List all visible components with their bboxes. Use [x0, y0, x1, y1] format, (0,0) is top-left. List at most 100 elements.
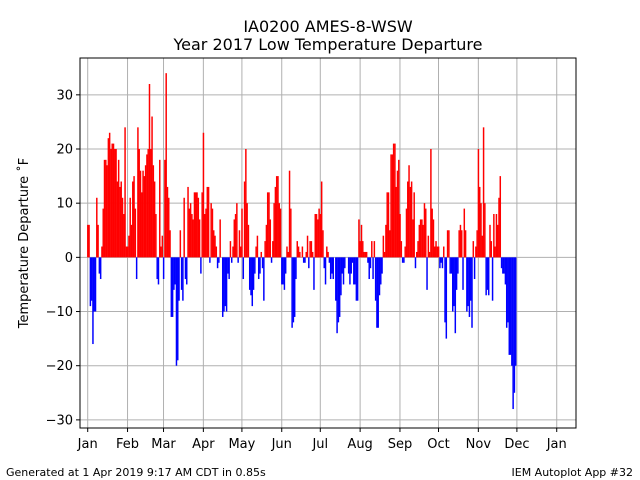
bar [358, 219, 360, 258]
bar [273, 203, 275, 258]
bar [211, 208, 214, 258]
bar [164, 159, 166, 258]
bar [327, 251, 329, 258]
bar [493, 214, 495, 258]
bar [239, 246, 242, 258]
bar [260, 251, 263, 258]
bar [452, 257, 454, 312]
bar [216, 257, 219, 269]
bar [175, 257, 178, 366]
bar [371, 241, 373, 258]
bar [340, 257, 342, 296]
bar [171, 257, 174, 317]
bar [257, 257, 260, 280]
bar [331, 257, 333, 274]
bar [117, 159, 120, 258]
bar [120, 181, 122, 258]
bar [349, 257, 351, 285]
bar [153, 181, 156, 258]
bar [111, 143, 113, 258]
bar [311, 251, 314, 258]
bar [400, 241, 403, 258]
bar [268, 192, 270, 258]
bar [414, 257, 417, 269]
bar [495, 214, 498, 258]
bar [392, 143, 395, 258]
bar [223, 257, 225, 312]
bar [227, 257, 229, 274]
bar [128, 235, 130, 258]
bar [234, 214, 237, 258]
bar [337, 257, 340, 323]
bar [314, 214, 316, 258]
bar [230, 257, 233, 263]
bar [192, 219, 194, 258]
bar [116, 181, 119, 258]
bar [419, 219, 422, 258]
bar [215, 246, 218, 258]
bar [150, 149, 152, 258]
bar [193, 192, 196, 258]
bar [197, 197, 200, 258]
y-tick-label: −20 [46, 359, 73, 374]
bar [509, 257, 512, 355]
bar [381, 257, 383, 274]
bar [367, 257, 369, 263]
bar [450, 257, 453, 274]
bar [512, 257, 514, 410]
bar [511, 257, 513, 366]
bar [94, 257, 97, 312]
footer-left: Generated at 1 Apr 2019 9:17 AM CDT in 0… [6, 466, 266, 479]
bar [159, 159, 161, 258]
y-tick-label: 0 [65, 251, 73, 266]
bar [387, 192, 390, 258]
bar [476, 230, 478, 258]
bar [187, 186, 189, 258]
bar [166, 186, 169, 258]
bar [364, 251, 367, 258]
bar [458, 230, 460, 258]
bar [177, 257, 179, 361]
bar [284, 257, 287, 274]
bar [468, 257, 471, 317]
bar [454, 257, 457, 334]
bar [97, 224, 99, 258]
bar [487, 257, 490, 296]
bar [486, 257, 489, 290]
bar [405, 208, 408, 258]
bar [155, 214, 157, 258]
bar [304, 257, 306, 263]
bar [168, 197, 170, 258]
bar [299, 251, 301, 258]
bar [218, 257, 220, 263]
bar [484, 203, 486, 258]
bar [256, 235, 259, 258]
bar [156, 257, 158, 280]
chart-subtitle: Year 2017 Low Temperature Departure [173, 35, 483, 54]
bar [380, 257, 382, 285]
bar [169, 230, 171, 258]
bar [418, 224, 421, 258]
bar [475, 246, 477, 258]
bar [264, 241, 266, 258]
bar [93, 257, 95, 312]
bar [186, 257, 188, 285]
bar [184, 257, 187, 280]
y-tick-label: 20 [56, 143, 73, 158]
bar [279, 208, 282, 258]
bar [376, 257, 378, 328]
bar [182, 257, 184, 301]
bar [130, 224, 133, 258]
bar [439, 257, 441, 269]
bar [232, 246, 234, 258]
bar [485, 257, 487, 296]
bar [478, 186, 481, 258]
bar [455, 257, 458, 290]
bar [322, 230, 324, 258]
bar [372, 257, 374, 280]
bar [507, 257, 509, 323]
bar [287, 251, 289, 258]
bar [490, 241, 493, 258]
bar [428, 251, 431, 258]
bar [225, 257, 228, 312]
